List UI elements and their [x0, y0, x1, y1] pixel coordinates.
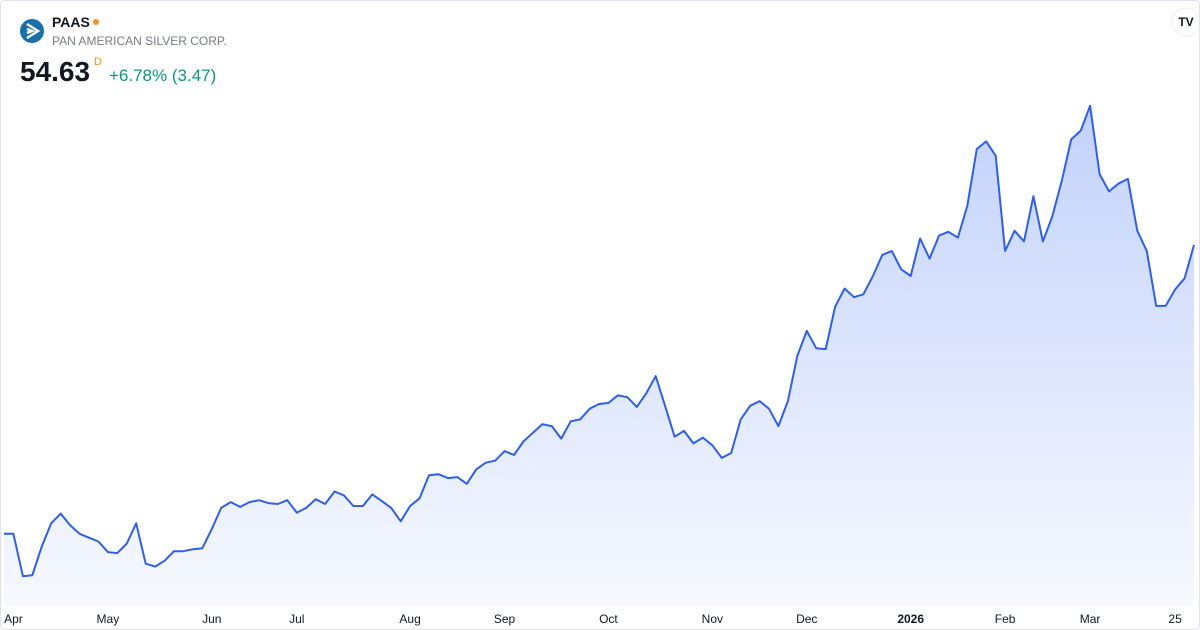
- x-tick-label: Nov: [702, 612, 723, 626]
- x-tick-label: Oct: [599, 612, 618, 626]
- x-tick-label: Sep: [494, 612, 516, 626]
- logo-mark: [26, 22, 41, 40]
- x-tick-label: Jul: [289, 612, 304, 626]
- x-tick-label: Aug: [399, 612, 420, 626]
- company-name: PAN AMERICAN SILVER CORP.: [52, 34, 227, 48]
- x-tick-label: Mar: [1080, 612, 1101, 626]
- price: 54.63: [20, 56, 91, 87]
- x-tick-label: 25: [1168, 612, 1182, 626]
- x-tick-label: 2026: [897, 612, 924, 626]
- x-tick-label: May: [97, 612, 120, 626]
- change: +6.78% (3.47): [109, 66, 217, 85]
- x-tick-label: Jun: [202, 612, 221, 626]
- price-line: [4, 104, 1195, 578]
- interval: D: [94, 56, 102, 68]
- status-dot: [93, 19, 99, 25]
- x-tick-label: Feb: [995, 612, 1016, 626]
- tv-logo[interactable]: [1171, 7, 1199, 37]
- symbol[interactable]: PAAS: [52, 14, 90, 30]
- tv-logo-text[interactable]: TV: [1178, 15, 1193, 29]
- area-fill: [4, 105, 1194, 607]
- x-tick-label: Apr: [4, 612, 23, 626]
- x-tick-label: Dec: [796, 612, 817, 626]
